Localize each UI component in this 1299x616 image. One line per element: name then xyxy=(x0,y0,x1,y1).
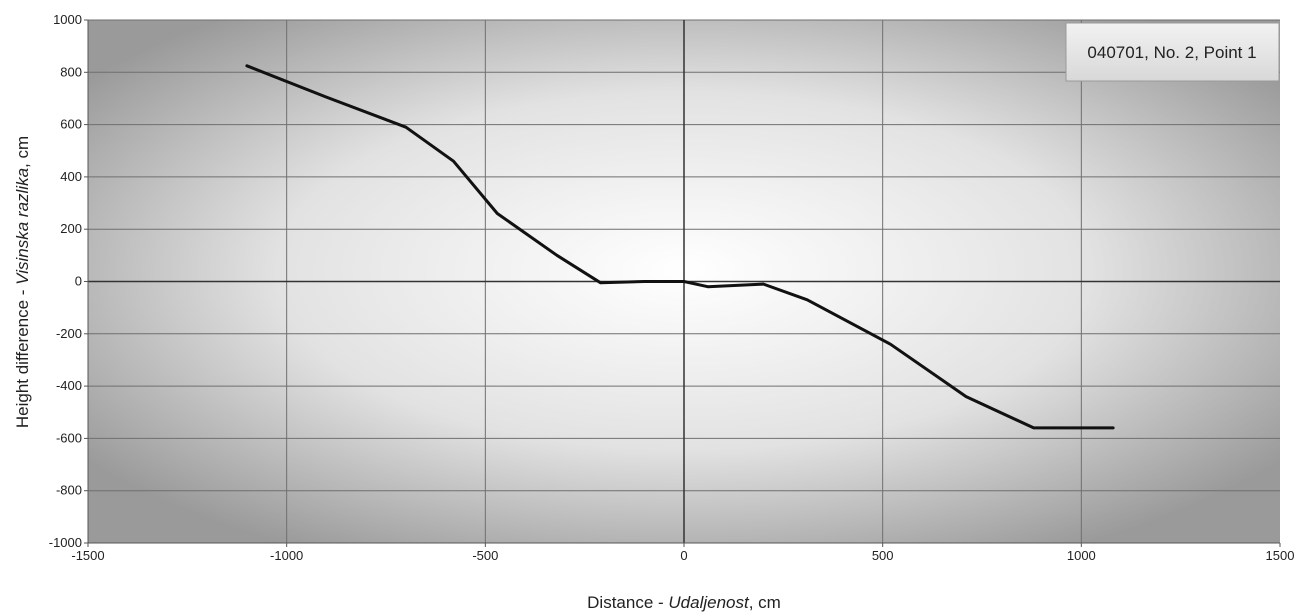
x-tick-label: 500 xyxy=(872,548,894,563)
legend-box xyxy=(1065,22,1280,82)
series-layer xyxy=(245,64,1115,430)
series-line xyxy=(245,64,1115,430)
x-tick-label: -500 xyxy=(472,548,498,563)
legend-label: 040701, No. 2, Point 1 xyxy=(1087,43,1256,62)
y-tick-label: -400 xyxy=(56,378,82,393)
legend: 040701, No. 2, Point 1 xyxy=(1065,22,1280,82)
y-tick-labels: -1000 -800 -600 -400 -200 0 200 400 600 800 1000 xyxy=(49,12,82,550)
x-tick-label: 1000 xyxy=(1067,548,1096,563)
x-tick-label: 0 xyxy=(680,548,687,563)
y-tick-label: 400 xyxy=(60,169,82,184)
x-tick-label: -1500 xyxy=(71,548,104,563)
y-tick-label: 200 xyxy=(60,221,82,236)
x-tick-label: -1000 xyxy=(270,548,303,563)
y-tick-label: -200 xyxy=(56,326,82,341)
x-tick-label: 1500 xyxy=(1266,548,1295,563)
y-tick-label: 0 xyxy=(75,274,82,289)
y-tick-label: 600 xyxy=(60,117,82,132)
y-axis-title: Height difference - Visinska razlika, cm xyxy=(13,136,32,428)
y-tick-label: -800 xyxy=(56,483,82,498)
y-tick-label: 1000 xyxy=(53,12,82,27)
y-tick-label: 800 xyxy=(60,64,82,79)
x-axis-title: Distance - Udaljenost, cm xyxy=(587,593,781,612)
x-tick-labels: -1500 -1000 -500 0 500 1000 1500 xyxy=(71,548,1294,563)
y-tick-label: -600 xyxy=(56,430,82,445)
y-tick-label: -1000 xyxy=(49,535,82,550)
